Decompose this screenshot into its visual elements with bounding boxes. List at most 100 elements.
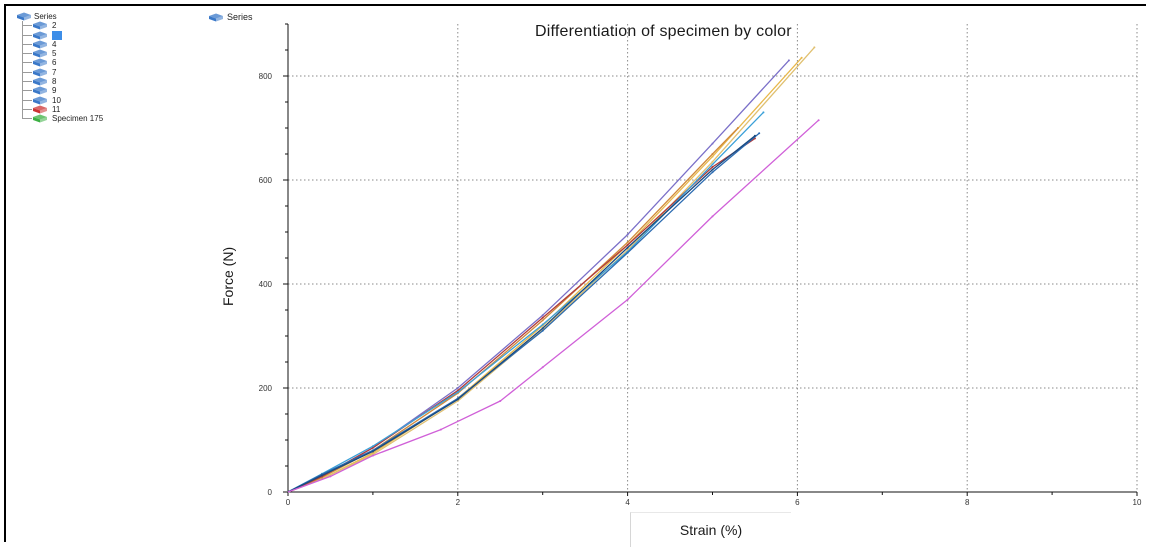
blue-cube-icon: [32, 96, 48, 105]
blue-cube-icon: [16, 12, 32, 21]
x-tick-label: 2: [456, 498, 461, 507]
tree-elbow-line: [22, 53, 32, 55]
y-tick-label: 0: [268, 488, 273, 497]
tree-item-label: 11: [52, 104, 61, 114]
x-tick-label: 0: [286, 498, 291, 507]
tree-item-label: 3: [52, 30, 63, 40]
series-point-1: [787, 59, 790, 62]
tree-item-5[interactable]: 5: [16, 49, 103, 59]
series-line-9: [287, 119, 820, 493]
series-point-7: [758, 132, 761, 135]
blue-cube-icon: [32, 21, 48, 30]
series-point-9: [711, 215, 714, 218]
force-strain-chart: 0 2 4 6 8 10 0 200 400 600 800: [259, 23, 1142, 507]
series-point-9: [817, 119, 820, 122]
chart-title: Differentiation of specimen by color: [535, 23, 792, 40]
tree-elbow-line: [22, 118, 32, 120]
tree-elbow-line: [22, 108, 32, 110]
tree-item-label: 5: [52, 49, 57, 59]
tree-item-6[interactable]: 6: [16, 58, 103, 68]
series-point-4: [541, 319, 544, 322]
tree-item-label: 8: [52, 77, 57, 87]
tree-root-label: Series: [34, 12, 57, 21]
series-point-5: [626, 244, 629, 246]
series-line-5: [287, 137, 756, 493]
series-point-3: [813, 46, 816, 49]
series-point-8: [456, 398, 459, 401]
chart-area: 0 2 4 6 8 10 0 200 400 600 800 Series Differentiat…: [202, 6, 1146, 547]
series-point-2: [800, 56, 803, 59]
tree-item-label: 7: [52, 67, 57, 77]
tree-elbow-line: [22, 90, 32, 92]
y-tick-label: 600: [259, 176, 273, 185]
chart-series-legend-label: Series: [227, 12, 253, 22]
series-point-7: [541, 329, 544, 332]
x-tick-label: 10: [1133, 498, 1142, 507]
tree-item-label: 4: [52, 39, 57, 49]
x-tick-label: 4: [625, 498, 630, 507]
tree-item-3[interactable]: 3: [16, 30, 103, 40]
series-point-9: [439, 428, 442, 431]
x-tick-label: 6: [795, 498, 800, 507]
series-point-8: [541, 327, 544, 330]
series-point-6: [762, 111, 765, 114]
tree-elbow-line: [22, 43, 32, 45]
series-point-4: [711, 153, 714, 155]
red-cube-icon: [32, 105, 48, 114]
series-line-8: [287, 135, 756, 493]
series-point-7: [626, 251, 629, 254]
series-point-2: [711, 155, 714, 158]
series-point-5: [711, 166, 714, 168]
blue-cube-icon: [32, 31, 48, 40]
series-point-9: [371, 454, 374, 457]
tree-item-label: 9: [52, 86, 57, 96]
tree-elbow-line: [22, 81, 32, 83]
series-point-3: [456, 400, 459, 402]
tree-item-8[interactable]: 8: [16, 77, 103, 87]
series-point-8: [626, 246, 629, 249]
series-point-3: [711, 160, 714, 163]
series-point-8: [711, 168, 714, 171]
tree-elbow-line: [22, 62, 32, 64]
tree-item-4[interactable]: 4: [16, 39, 103, 50]
blue-cube-icon: [32, 77, 48, 86]
series-point-4: [626, 241, 629, 244]
chart-series-legend[interactable]: Series: [208, 12, 253, 22]
series-point-6: [456, 391, 459, 394]
series-point-6: [541, 323, 544, 326]
series-tree-panel: Series 2 3 4 5 6 7 8 9 10 11 Specimen 175: [6, 6, 203, 544]
series-point-2: [371, 452, 374, 454]
x-axis-label: Strain (%): [630, 512, 791, 547]
window-frame: [4, 4, 1146, 542]
series-line-1: [287, 59, 790, 493]
tree-item-7[interactable]: 7: [16, 67, 103, 78]
tree-item-10[interactable]: 10: [16, 95, 103, 105]
tree-item-11[interactable]: 11: [16, 104, 103, 115]
series-point-1: [626, 233, 629, 236]
blue-cube-icon: [32, 86, 48, 95]
y-axis-label: Force (N): [220, 246, 236, 306]
tree-elbow-line: [22, 25, 32, 27]
tree-elbow-line: [22, 71, 32, 73]
series-point-8: [320, 474, 323, 477]
series-line-3: [287, 46, 815, 493]
series-point-5: [541, 316, 544, 319]
tree-elbow-line: [22, 99, 32, 101]
series-point-1: [456, 387, 459, 389]
series-line-2: [287, 57, 803, 493]
series-point-7: [711, 171, 714, 174]
series-point-9: [541, 366, 544, 369]
blue-cube-icon: [32, 68, 48, 77]
tree-item-2[interactable]: 2: [16, 21, 103, 31]
series-point-6: [711, 163, 714, 166]
green-cube-icon: [32, 114, 48, 123]
tree-item-9[interactable]: 9: [16, 86, 103, 96]
x-tick-label: 8: [965, 498, 970, 507]
series-point-1: [711, 142, 714, 145]
y-tick-label: 400: [259, 280, 273, 289]
tree-root-series[interactable]: Series: [16, 12, 103, 21]
tree-item-specimen-175[interactable]: Specimen 175: [16, 114, 103, 123]
series-line-4: [287, 127, 739, 493]
tree-item-label: 2: [52, 21, 57, 31]
series-point-9: [626, 298, 629, 301]
